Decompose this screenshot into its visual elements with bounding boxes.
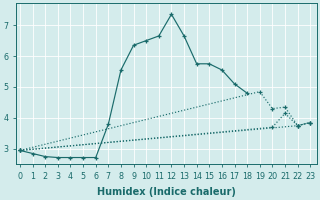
X-axis label: Humidex (Indice chaleur): Humidex (Indice chaleur)	[97, 187, 236, 197]
